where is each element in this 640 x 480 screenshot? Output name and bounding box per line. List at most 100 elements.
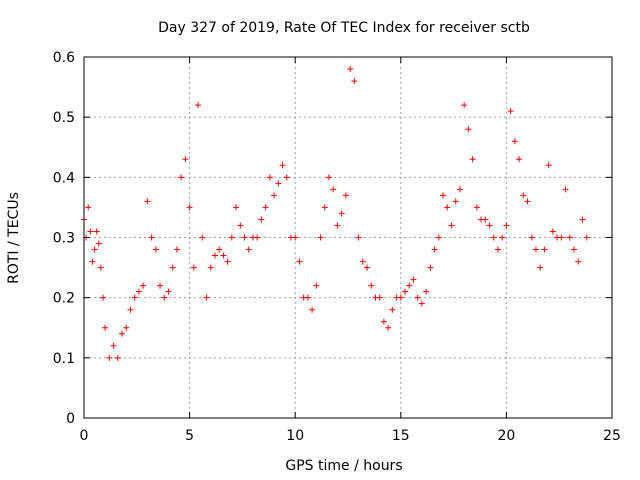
data-point (583, 234, 590, 241)
data-point (161, 294, 168, 301)
data-point (448, 222, 455, 229)
data-point (119, 330, 126, 337)
data-point (486, 222, 493, 229)
data-point (102, 324, 109, 331)
data-point (127, 306, 134, 313)
data-point (275, 180, 282, 187)
data-point (334, 222, 341, 229)
data-point (169, 264, 176, 271)
data-point (245, 246, 252, 253)
data-point (91, 246, 98, 253)
data-point (292, 234, 299, 241)
x-tick-label: 25 (603, 428, 621, 444)
data-point (435, 234, 442, 241)
data-point (444, 204, 451, 211)
data-point (456, 186, 463, 193)
data-point (528, 234, 535, 241)
data-point (262, 204, 269, 211)
data-point (558, 234, 565, 241)
data-point (385, 324, 392, 331)
data-point (537, 264, 544, 271)
y-tick-label: 0.2 (53, 291, 75, 307)
data-point (364, 264, 371, 271)
data-point (325, 174, 332, 181)
data-point (465, 126, 472, 133)
data-point (562, 186, 569, 193)
data-points (81, 66, 590, 361)
data-point (241, 234, 248, 241)
data-point (178, 174, 185, 181)
data-point (427, 264, 434, 271)
data-point (380, 318, 387, 325)
data-point (97, 264, 104, 271)
data-point (304, 294, 311, 301)
y-tick-label: 0 (66, 411, 75, 427)
data-point (233, 204, 240, 211)
data-point (258, 216, 265, 223)
data-point (532, 246, 539, 253)
data-point (490, 234, 497, 241)
data-point (106, 354, 113, 361)
y-tick-label: 0.1 (53, 351, 75, 367)
data-point (89, 258, 96, 265)
data-point (389, 306, 396, 313)
data-point (575, 258, 582, 265)
data-point (397, 294, 404, 301)
data-point (410, 276, 417, 283)
data-point (207, 264, 214, 271)
y-tick-label: 0.6 (53, 50, 75, 66)
axes: 0 5 10 15 20 25 0 0.1 0.2 0.3 0.4 0.5 0.6 (53, 50, 621, 444)
data-point (186, 204, 193, 211)
data-point (342, 192, 349, 199)
data-point (431, 246, 438, 253)
data-point (524, 198, 531, 205)
x-tick-label: 15 (392, 428, 410, 444)
data-point (418, 300, 425, 307)
data-point (148, 234, 155, 241)
y-tick-label: 0.4 (53, 170, 75, 186)
data-point (355, 234, 362, 241)
data-point (271, 192, 278, 199)
x-axis-label: GPS time / hours (285, 458, 402, 474)
data-point (570, 246, 577, 253)
x-tick-label: 0 (80, 428, 89, 444)
data-point (511, 138, 518, 145)
data-point (182, 156, 189, 163)
data-point (507, 108, 514, 115)
data-point (440, 192, 447, 199)
data-point (503, 222, 510, 229)
data-point (131, 294, 138, 301)
data-point (283, 174, 290, 181)
gridlines (84, 57, 612, 418)
data-point (473, 204, 480, 211)
data-point (157, 282, 164, 289)
data-point (114, 354, 121, 361)
data-point (220, 252, 227, 259)
data-point (296, 258, 303, 265)
data-point (423, 288, 430, 295)
data-point (452, 198, 459, 205)
data-point (351, 78, 358, 85)
data-point (520, 192, 527, 199)
chart-title: Day 327 of 2019, Rate Of TEC Index for r… (158, 20, 530, 36)
data-point (469, 156, 476, 163)
data-point (199, 234, 206, 241)
data-point (545, 162, 552, 169)
data-point (87, 228, 94, 235)
data-point (203, 294, 210, 301)
data-point (237, 222, 244, 229)
data-point (313, 282, 320, 289)
data-point (211, 252, 218, 259)
data-point (85, 204, 92, 211)
data-point (224, 258, 231, 265)
data-point (494, 246, 501, 253)
data-point (309, 306, 316, 313)
data-point (406, 282, 413, 289)
data-point (195, 102, 202, 109)
data-point (376, 294, 383, 301)
data-point (461, 102, 468, 109)
data-point (123, 324, 130, 331)
data-point (330, 186, 337, 193)
y-tick-label: 0.5 (53, 110, 75, 126)
